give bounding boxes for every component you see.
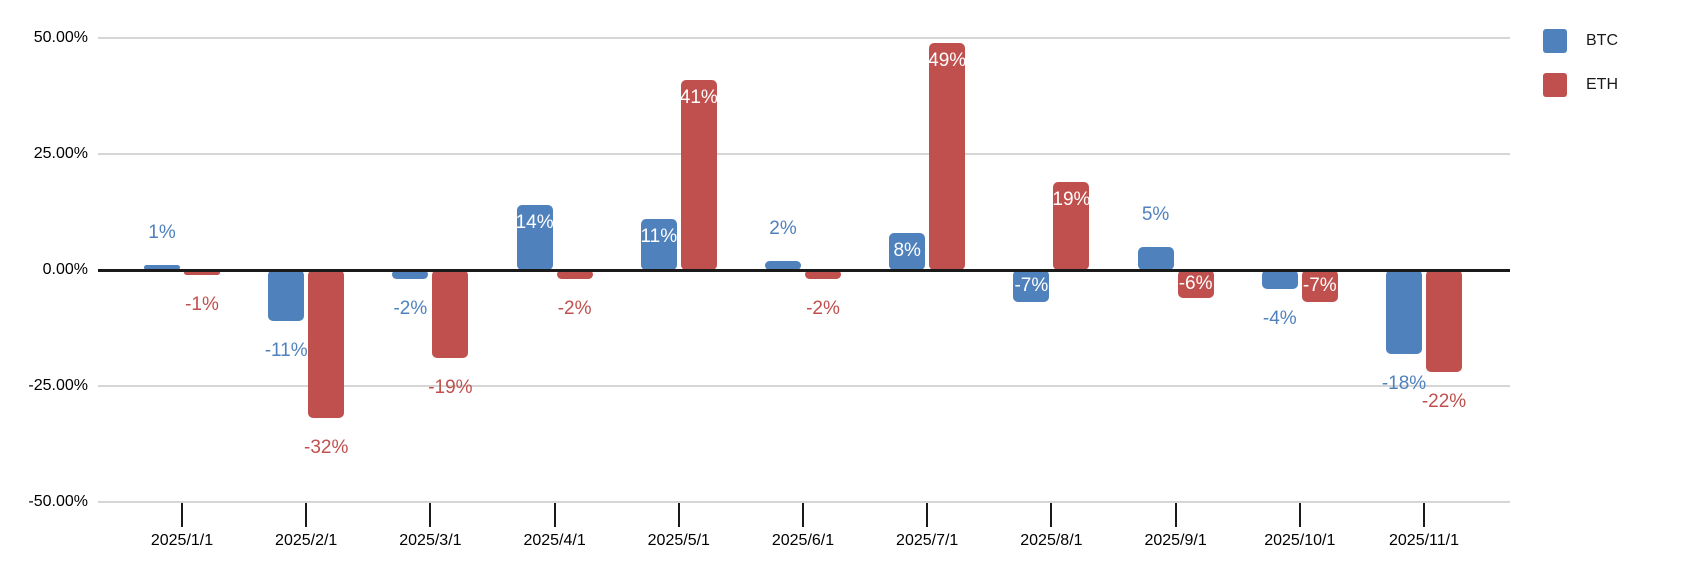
bar-label-eth-9: -7% bbox=[1302, 275, 1337, 297]
bar-btc-8 bbox=[1137, 246, 1174, 270]
bar-label-eth-0: -1% bbox=[185, 293, 219, 315]
bar-label-eth-3: -2% bbox=[557, 298, 592, 320]
bar-label-btc-0: 1% bbox=[148, 222, 176, 244]
x-axis-label: 2025/7/1 bbox=[896, 532, 959, 549]
bar-label-btc-10: -18% bbox=[1381, 372, 1427, 394]
bar-btc-2 bbox=[392, 270, 429, 280]
x-axis-tick bbox=[802, 503, 804, 527]
x-axis-label: 2025/11/1 bbox=[1389, 532, 1459, 549]
x-axis-label: 2025/3/1 bbox=[399, 532, 462, 549]
y-axis-label: -50.00% bbox=[28, 493, 88, 510]
x-axis-label: 2025/9/1 bbox=[1144, 532, 1207, 549]
zero-axis-line bbox=[98, 269, 1510, 272]
x-axis-label: 2025/4/1 bbox=[523, 532, 586, 549]
y-axis-label: -25.00% bbox=[28, 377, 88, 394]
bar-eth-3 bbox=[556, 270, 593, 280]
x-axis-tick bbox=[181, 503, 183, 527]
bar-btc-9 bbox=[1261, 270, 1298, 289]
x-axis-label: 2025/1/1 bbox=[150, 532, 214, 549]
bar-eth-4 bbox=[680, 79, 717, 270]
x-axis-tick bbox=[305, 503, 308, 527]
bar-eth-5 bbox=[805, 270, 841, 280]
bar-label-eth-7: 19% bbox=[1052, 188, 1091, 210]
bar-label-eth-8: -6% bbox=[1178, 272, 1213, 294]
bar-btc-3 bbox=[516, 205, 553, 270]
eth-series-swatch-icon bbox=[1543, 73, 1567, 97]
bar-label-btc-7: -7% bbox=[1014, 275, 1049, 297]
x-axis-label: 2025/10/1 bbox=[1264, 532, 1336, 549]
bar-eth-2 bbox=[432, 270, 469, 359]
bar-btc-10 bbox=[1386, 270, 1422, 354]
bar-eth-9 bbox=[1301, 270, 1338, 303]
bar-btc-6 bbox=[889, 232, 926, 270]
y-axis-label: 0.00% bbox=[42, 261, 88, 278]
x-axis-tick bbox=[1174, 503, 1177, 527]
bar-btc-1 bbox=[268, 270, 305, 322]
bar-label-eth-5: -2% bbox=[806, 298, 840, 320]
bar-btc-4 bbox=[640, 218, 677, 270]
gridline-25 bbox=[98, 153, 1510, 155]
bar-label-eth-4: 41% bbox=[679, 86, 718, 108]
x-axis-tick bbox=[1423, 503, 1425, 527]
y-axis-label: 25.00% bbox=[33, 145, 88, 162]
legend-label-btc: BTC bbox=[1586, 32, 1618, 49]
gridline--25 bbox=[98, 385, 1510, 387]
bar-eth-1 bbox=[308, 270, 345, 419]
legend-label-eth: ETH bbox=[1586, 76, 1618, 93]
x-axis-label: 2025/6/1 bbox=[771, 532, 835, 549]
bar-eth-7 bbox=[1053, 181, 1090, 270]
gridline-50 bbox=[98, 37, 1510, 39]
bar-btc-5 bbox=[765, 260, 801, 270]
x-axis-tick bbox=[1298, 503, 1301, 527]
x-axis-tick bbox=[1050, 503, 1053, 527]
bar-label-eth-10: -22% bbox=[1421, 391, 1467, 413]
x-axis-label: 2025/5/1 bbox=[647, 532, 710, 549]
legend-item-btc[interactable]: BTC bbox=[1543, 29, 1618, 53]
x-axis-tick bbox=[553, 503, 556, 527]
bar-label-btc-6: 8% bbox=[893, 239, 921, 261]
x-axis-label: 2025/8/1 bbox=[1020, 532, 1083, 549]
legend: BTC ETH bbox=[1543, 29, 1618, 117]
btc-series-swatch-icon bbox=[1543, 29, 1567, 53]
legend-item-eth[interactable]: ETH bbox=[1543, 73, 1618, 97]
bar-eth-6 bbox=[929, 42, 966, 270]
bar-label-btc-4: 11% bbox=[640, 225, 678, 247]
x-axis-tick bbox=[429, 503, 432, 527]
x-axis-label: 2025/2/1 bbox=[275, 532, 338, 549]
bar-eth-0 bbox=[184, 270, 220, 275]
gridline--50 bbox=[98, 501, 1510, 503]
bar-label-btc-3: 14% bbox=[515, 212, 554, 234]
bar-label-btc-5: 2% bbox=[769, 217, 797, 239]
x-axis-tick bbox=[677, 503, 680, 527]
bar-label-btc-1: -11% bbox=[264, 340, 308, 362]
bar-btc-7 bbox=[1013, 270, 1050, 303]
bar-label-btc-9: -4% bbox=[1262, 307, 1297, 329]
bar-label-eth-6: 49% bbox=[928, 49, 967, 71]
bar-label-btc-8: 5% bbox=[1141, 203, 1170, 225]
bar-eth-8 bbox=[1177, 270, 1214, 298]
bar-btc-0 bbox=[144, 265, 180, 270]
x-axis-tick bbox=[926, 503, 929, 527]
bar-label-btc-2: -2% bbox=[393, 298, 428, 320]
bar-eth-10 bbox=[1426, 270, 1462, 373]
bar-label-eth-1: -32% bbox=[304, 437, 349, 459]
y-axis-label: 50.00% bbox=[33, 29, 88, 46]
bar-label-eth-2: -19% bbox=[428, 377, 473, 399]
